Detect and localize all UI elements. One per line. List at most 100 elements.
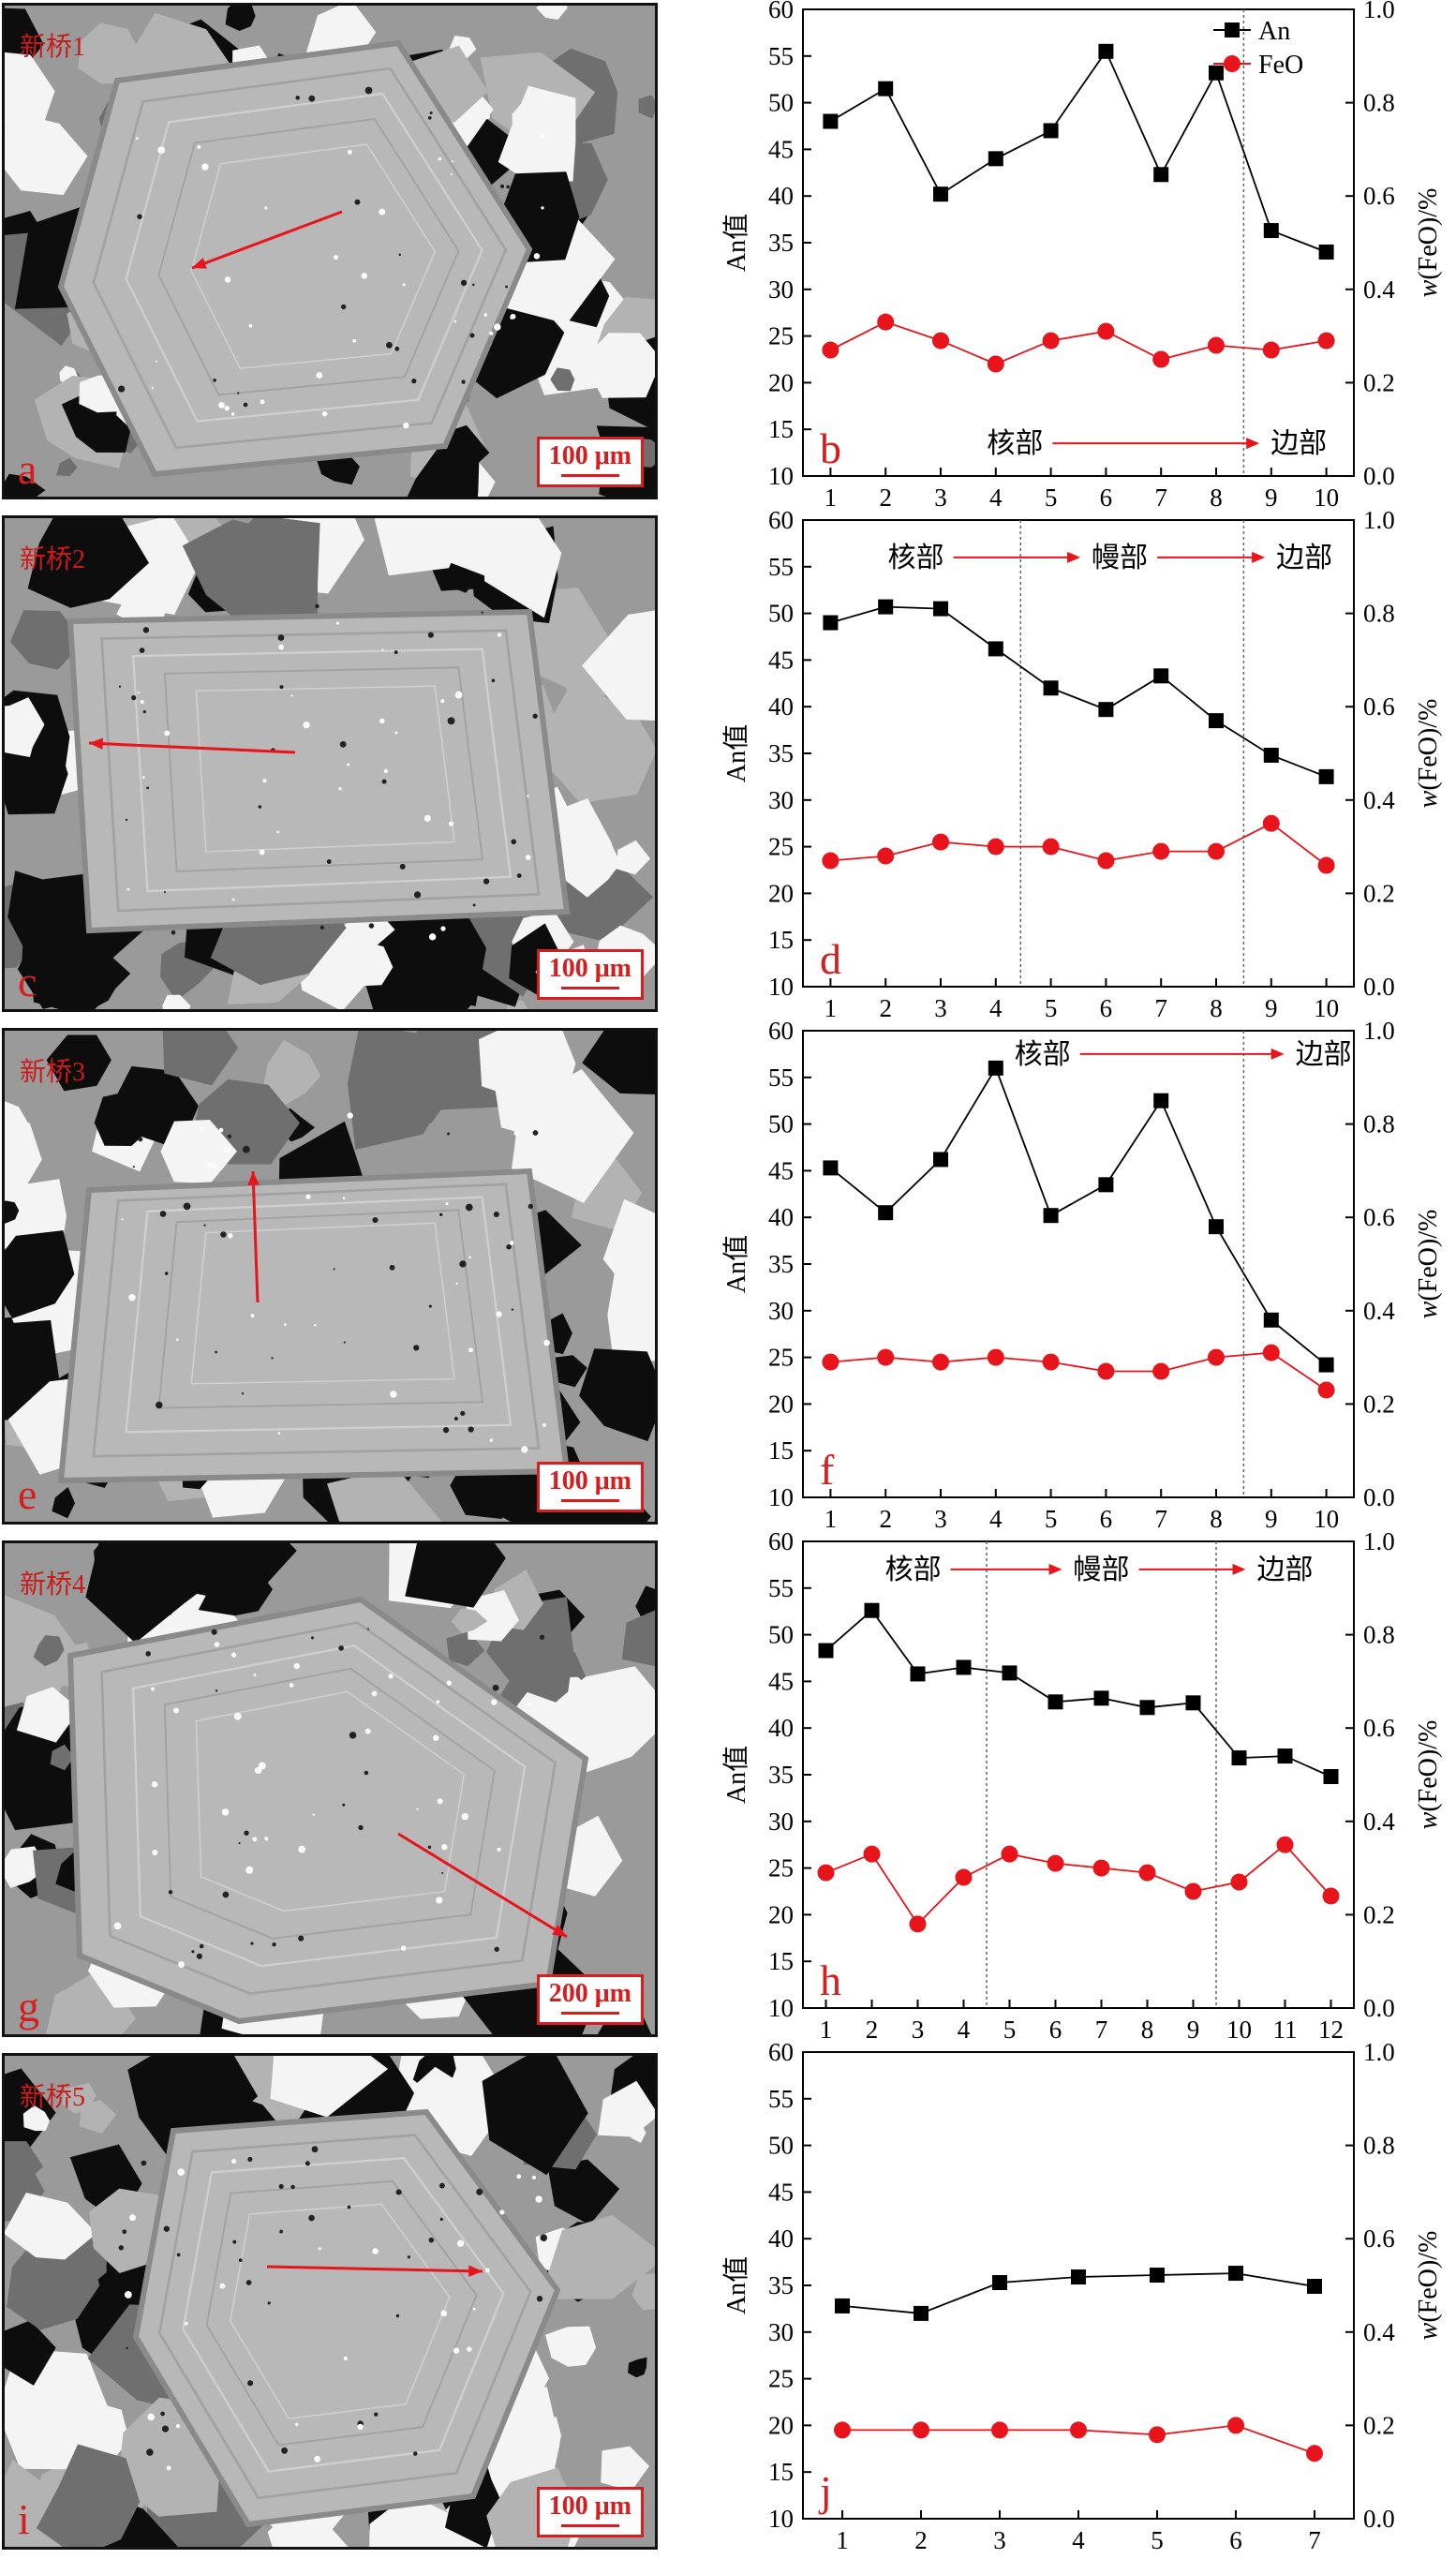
inclusion (436, 1897, 443, 1904)
data-point-an (1209, 65, 1224, 81)
inclusion (460, 1410, 466, 1416)
inclusion (281, 2447, 289, 2454)
inclusion (383, 768, 389, 774)
inclusion (395, 2189, 402, 2195)
y-right-tick-label: 1.0 (1363, 2043, 1395, 2066)
inclusion (427, 632, 434, 638)
inclusion (427, 1845, 432, 1850)
data-point-an (1098, 702, 1114, 718)
scale-bar: 100 μm (536, 949, 644, 1000)
sem-image-panel-c: 新桥2 c 100 μm (2, 515, 658, 1012)
mineral-grain (5, 2141, 44, 2188)
y-left-tick-label: 60 (768, 0, 794, 23)
data-point-feo (1152, 842, 1170, 860)
inclusion (394, 731, 398, 735)
inclusion (499, 2209, 505, 2215)
x-tick-label: 7 (1308, 2526, 1321, 2554)
data-point-an (933, 1152, 948, 1168)
inclusion (250, 1314, 255, 1318)
data-point-an (823, 113, 839, 129)
inclusion (468, 1426, 474, 1433)
inclusion (476, 2188, 483, 2195)
inclusion (271, 1357, 274, 1360)
scale-bar: 100 μm (536, 2487, 644, 2537)
data-point-feo (1317, 856, 1335, 874)
mineral-grain (215, 518, 320, 640)
sem-image-panel-g: 新桥4 g 200 μm (2, 1540, 658, 2037)
inclusion (423, 814, 431, 822)
plagioclase-crystal (57, 39, 533, 478)
sample-label: 新桥3 (20, 1058, 86, 1087)
inclusion (347, 763, 350, 766)
data-point-an (1277, 1748, 1293, 1764)
data-point-an (914, 2305, 929, 2321)
sem-texture (5, 1543, 655, 2034)
sem-texture (5, 2056, 655, 2547)
legend-marker (1225, 22, 1240, 37)
y-right-tick-label: 0.0 (1363, 2505, 1395, 2533)
inclusion (213, 378, 216, 382)
inclusion (433, 1734, 439, 1741)
mineral-grain (16, 1687, 81, 1743)
data-point-feo (1262, 1344, 1280, 1361)
data-point-feo (1208, 1348, 1225, 1366)
zoning-band (125, 1196, 513, 1434)
sem-image-panel-e: 新桥3 e 100 μm (2, 1028, 658, 1525)
inclusion (211, 1629, 217, 1635)
mineral-grain (55, 457, 78, 477)
data-point-feo (822, 1353, 839, 1371)
inclusion (535, 2195, 542, 2203)
mineral-grain (451, 1608, 488, 1634)
profile-arrow (191, 210, 343, 270)
inclusion (516, 873, 522, 878)
chart-panel-d: 10 15 20 25 30 35 40 45 50 55 60 0.0 0.2 0.4 0.6 0.8 1.0… (661, 506, 1456, 1022)
inclusion (125, 818, 128, 822)
x-tick-label: 6 (1229, 2526, 1242, 2554)
inclusion (403, 422, 409, 429)
data-point-an (878, 1205, 894, 1221)
inclusion (366, 1628, 369, 1630)
inclusion (536, 2295, 543, 2302)
inclusion (157, 146, 166, 155)
data-point-an (878, 81, 894, 97)
scale-bar: 100 μm (536, 437, 644, 487)
mineral-grain (262, 1039, 321, 1106)
inclusion (527, 1203, 534, 1210)
inclusion (279, 685, 284, 690)
x-tick-label: 10 (1314, 484, 1339, 511)
x-tick-label: 1 (825, 994, 838, 1021)
inclusion (361, 273, 368, 279)
zone-label: 边部 (1270, 428, 1327, 459)
y-left-tick-label: 25 (768, 1344, 794, 1372)
y-right-tick-label: 0.6 (1363, 692, 1395, 721)
inclusion (199, 1943, 204, 1949)
zoning-band (195, 685, 455, 853)
inclusion (441, 1843, 448, 1851)
inclusion (447, 717, 455, 725)
inclusion (230, 412, 235, 416)
inclusion (451, 160, 453, 163)
x-tick-label: 2 (914, 2526, 928, 2554)
data-point-feo (932, 1353, 949, 1371)
inclusion (118, 385, 126, 393)
y-left-tick-label: 10 (768, 973, 794, 1001)
inclusion (436, 1700, 440, 1704)
y-left-tick-label: 15 (768, 2458, 794, 2486)
inclusion (333, 1268, 335, 1271)
y-right-tick-label: 1.0 (1363, 0, 1395, 23)
data-point-an (1263, 1312, 1279, 1328)
data-point-feo (1317, 1381, 1335, 1399)
y-left-tick-label: 55 (768, 42, 794, 70)
inclusion (164, 730, 171, 736)
inclusion (468, 1256, 471, 1258)
inclusion (407, 2255, 410, 2259)
scale-bar-line (561, 987, 619, 989)
inclusion (489, 1438, 494, 1442)
inclusion (413, 1345, 420, 1351)
zoning-band (132, 1644, 527, 1968)
inclusion (295, 96, 300, 100)
y-right-tick-label: 0.8 (1363, 2132, 1395, 2160)
inclusion (264, 206, 268, 210)
panel-letter: e (18, 1470, 37, 1518)
inclusion (494, 323, 501, 331)
